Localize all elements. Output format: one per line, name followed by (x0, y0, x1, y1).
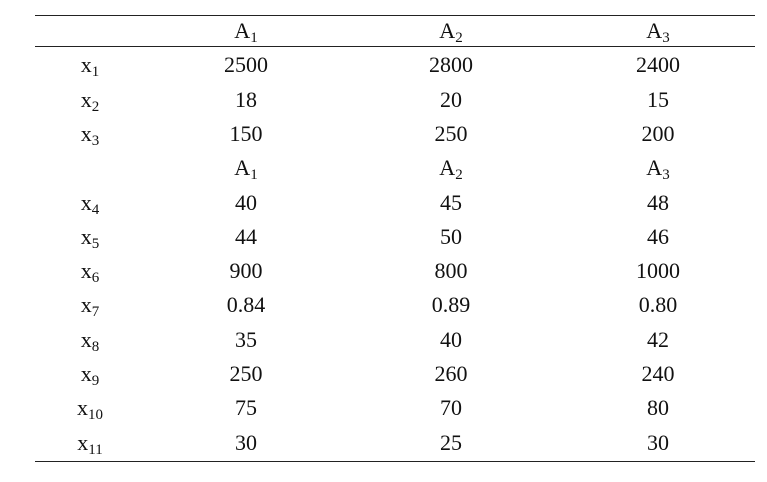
row-label: x2 (80, 86, 100, 114)
row-label-base: x (80, 52, 92, 78)
row-label: x9 (80, 361, 100, 389)
header-cell-sub: 1 (250, 30, 258, 46)
row-label-base: x (80, 361, 92, 386)
value-cell: 42 (647, 326, 669, 352)
row-label-sub: 1 (91, 64, 100, 81)
value-cell: 18 (235, 86, 257, 112)
value-cell: 1000 (636, 258, 680, 284)
row-label-base: x (80, 223, 92, 249)
value-cell: 20 (440, 86, 462, 112)
row-label-sub: 8 (91, 338, 100, 355)
value-cell: 900 (229, 258, 263, 284)
row-label-base: x (80, 86, 92, 112)
value-cell: 150 (229, 120, 263, 146)
header-rule (35, 46, 755, 47)
subheader-cell-sub: 3 (662, 167, 670, 184)
row-label-base: x (80, 258, 92, 284)
value-cell: 25 (440, 429, 462, 455)
value-cell: 0.84 (226, 292, 266, 318)
header-cell-base: A (646, 18, 663, 43)
row-label-sub: 2 (91, 98, 100, 115)
header-cell-sub: 2 (455, 30, 463, 46)
value-cell: 35 (235, 326, 257, 352)
header-cell: A2 (439, 18, 462, 46)
row-label: x3 (80, 120, 100, 148)
row-label-sub: 7 (91, 304, 100, 321)
value-cell: 15 (647, 86, 669, 112)
row-label: x10 (77, 395, 103, 423)
value-cell: 50 (440, 223, 462, 249)
value-cell: 800 (434, 258, 468, 284)
row-label: x11 (77, 429, 102, 457)
row-label-base: x (77, 429, 89, 455)
value-cell: 44 (235, 223, 257, 249)
row-label-sub: 5 (91, 235, 100, 252)
value-cell: 2500 (224, 52, 268, 78)
row-label-sub: 9 (91, 373, 100, 389)
row-label-sub: 10 (88, 407, 103, 424)
value-cell: 0.80 (638, 292, 678, 318)
subheader-cell: A1 (234, 155, 257, 183)
header-cell-sub: 3 (662, 30, 670, 46)
value-cell: 30 (647, 429, 669, 455)
row-label: x7 (80, 292, 100, 320)
subheader-cell: A2 (439, 155, 462, 183)
row-label-base: x (77, 395, 88, 421)
row-label-sub: 11 (88, 441, 103, 458)
value-cell: 45 (440, 189, 462, 215)
row-label: x1 (80, 52, 100, 80)
subheader-cell-sub: 1 (250, 167, 258, 184)
value-cell: 260 (434, 361, 468, 386)
value-cell: 2400 (636, 52, 680, 78)
value-cell: 240 (641, 361, 675, 386)
row-label-sub: 4 (91, 201, 100, 218)
subheader-cell-base: A (646, 155, 663, 181)
header-cell: A1 (234, 18, 257, 46)
value-cell: 30 (235, 429, 257, 455)
value-cell: 250 (434, 120, 468, 146)
subheader-cell-base: A (439, 155, 456, 181)
value-cell: 0.89 (431, 292, 471, 318)
bottom-rule (35, 461, 755, 462)
row-label: x5 (80, 223, 100, 251)
subheader-cell: A3 (646, 155, 669, 183)
header-cell-base: A (439, 18, 456, 43)
row-label: x4 (80, 189, 100, 217)
subheader-cell-sub: 2 (455, 167, 463, 184)
row-label: x6 (80, 258, 100, 286)
header-cell-base: A (234, 18, 251, 43)
value-cell: 75 (235, 395, 257, 421)
row-label-sub: 3 (91, 132, 100, 149)
value-cell: 200 (641, 120, 675, 146)
row-label-sub: 6 (91, 270, 100, 287)
value-cell: 250 (229, 361, 263, 386)
value-cell: 48 (647, 189, 669, 215)
row-label-base: x (80, 120, 92, 146)
value-cell: 46 (647, 223, 669, 249)
row-label-base: x (80, 189, 92, 215)
header-cell: A3 (646, 18, 669, 46)
top-rule (35, 15, 755, 16)
value-cell: 2800 (429, 52, 473, 78)
value-cell: 40 (440, 326, 462, 352)
row-label-base: x (80, 326, 92, 352)
row-label: x8 (80, 326, 100, 354)
row-label-base: x (80, 292, 92, 318)
value-cell: 70 (440, 395, 462, 421)
value-cell: 80 (647, 395, 669, 421)
subheader-cell-base: A (234, 155, 251, 181)
value-cell: 40 (235, 189, 257, 215)
